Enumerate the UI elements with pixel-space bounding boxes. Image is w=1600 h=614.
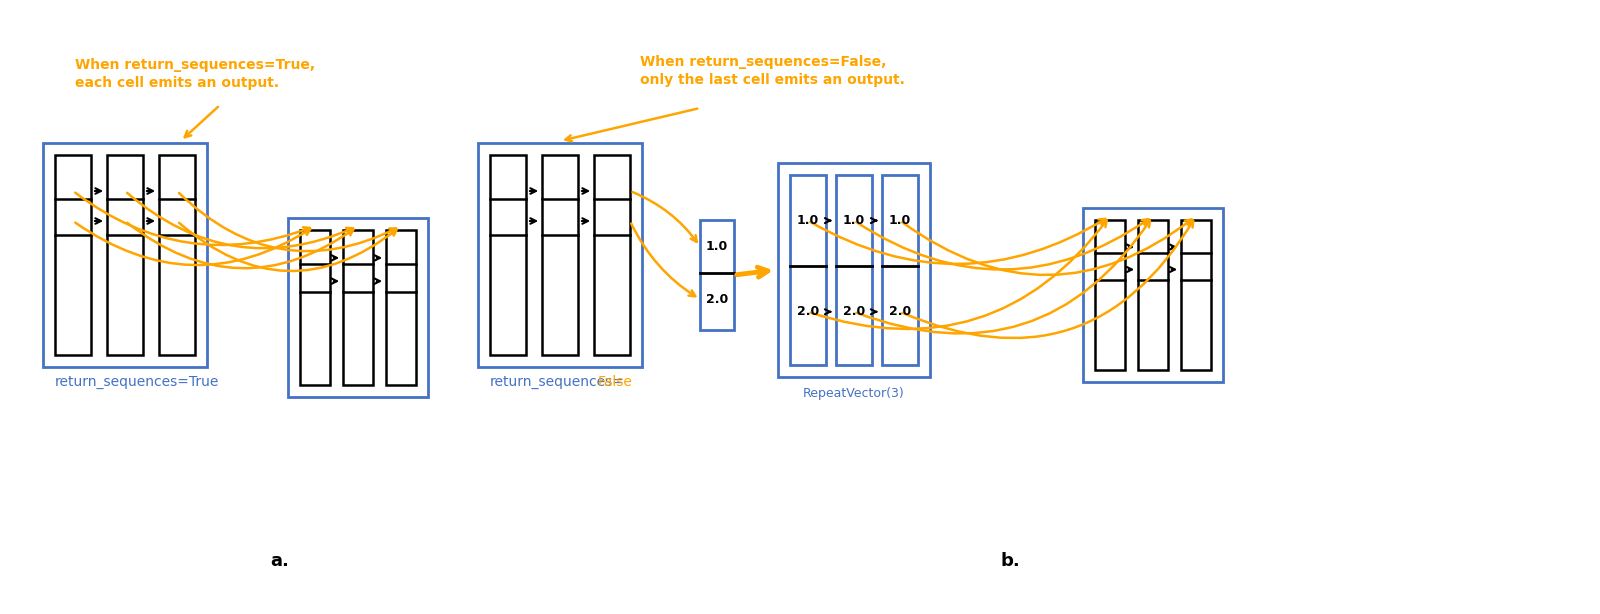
Bar: [490, 155, 526, 355]
Text: return_sequences=: return_sequences=: [490, 375, 626, 389]
Bar: [1138, 220, 1168, 370]
Text: When return_sequences=True,
each cell emits an output.: When return_sequences=True, each cell em…: [75, 58, 315, 90]
Text: 1.0: 1.0: [706, 240, 728, 253]
Text: b.: b.: [1000, 552, 1019, 570]
Text: RepeatVector(3): RepeatVector(3): [803, 387, 906, 400]
Bar: [1181, 220, 1211, 370]
Text: 2.0: 2.0: [843, 305, 866, 318]
Text: a.: a.: [270, 552, 290, 570]
Bar: [790, 175, 826, 365]
Bar: [301, 230, 330, 385]
Text: return_sequences=True: return_sequences=True: [54, 375, 219, 389]
Text: 1.0: 1.0: [890, 214, 910, 227]
Text: 2.0: 2.0: [890, 305, 910, 318]
Bar: [478, 143, 642, 367]
Bar: [342, 230, 373, 385]
Text: 2.0: 2.0: [797, 305, 819, 318]
Text: 1.0: 1.0: [797, 214, 819, 227]
Text: 2.0: 2.0: [706, 293, 728, 306]
Bar: [778, 163, 930, 377]
Bar: [837, 175, 872, 365]
Bar: [882, 175, 918, 365]
Bar: [288, 218, 429, 397]
Text: False: False: [598, 375, 634, 389]
Bar: [594, 155, 630, 355]
Bar: [1083, 208, 1222, 382]
Bar: [1094, 220, 1125, 370]
Bar: [158, 155, 195, 355]
Bar: [43, 143, 206, 367]
Text: 1.0: 1.0: [843, 214, 866, 227]
Bar: [54, 155, 91, 355]
Bar: [542, 155, 578, 355]
Text: When return_sequences=False,
only the last cell emits an output.: When return_sequences=False, only the la…: [640, 55, 906, 87]
Bar: [107, 155, 142, 355]
Bar: [701, 220, 734, 330]
Bar: [386, 230, 416, 385]
